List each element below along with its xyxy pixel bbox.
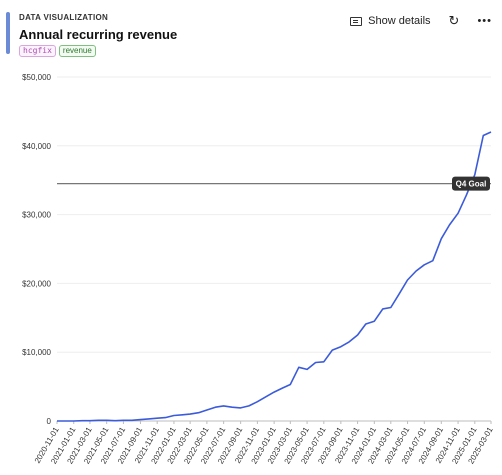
- chart-grid: [57, 76, 491, 422]
- accent-bar: [6, 12, 10, 54]
- goal-line-group: Q4 Goal: [57, 176, 491, 191]
- eyebrow-label: DATA VISUALIZATION: [19, 13, 109, 22]
- series-line: [57, 131, 492, 422]
- tag-revenue[interactable]: revenue: [58, 45, 96, 57]
- details-panel-icon: [350, 16, 363, 26]
- refresh-icon[interactable]: ↻: [448, 13, 460, 28]
- y-tick-label: $50,000: [22, 73, 51, 82]
- show-details-label: Show details: [368, 15, 431, 27]
- show-details-button[interactable]: Show details: [350, 15, 431, 27]
- x-axis-ticks: 2020-11-012021-01-012021-03-012021-05-01…: [33, 421, 495, 465]
- tag-hcgfix[interactable]: hcgfix: [19, 45, 56, 57]
- header-actions: Show details ↻ •••: [350, 14, 492, 28]
- goal-badge: [452, 176, 490, 191]
- y-tick-label: $10,000: [22, 348, 51, 357]
- more-icon[interactable]: •••: [477, 15, 492, 27]
- goal-label: Q4 Goal: [456, 180, 487, 189]
- y-tick-label: $20,000: [22, 279, 51, 288]
- chart-header: DATA VISUALIZATION Annual recurring reve…: [19, 12, 492, 62]
- chart-title: Annual recurring revenue: [19, 27, 178, 42]
- tag-list: hcgfix revenue: [19, 45, 96, 57]
- y-tick-label: $30,000: [22, 211, 51, 220]
- y-axis-ticks: 0 $10,000 $20,000 $30,000 $40,000 $50,000: [22, 73, 51, 426]
- y-tick-label: 0: [47, 417, 52, 426]
- y-tick-label: $40,000: [22, 142, 51, 151]
